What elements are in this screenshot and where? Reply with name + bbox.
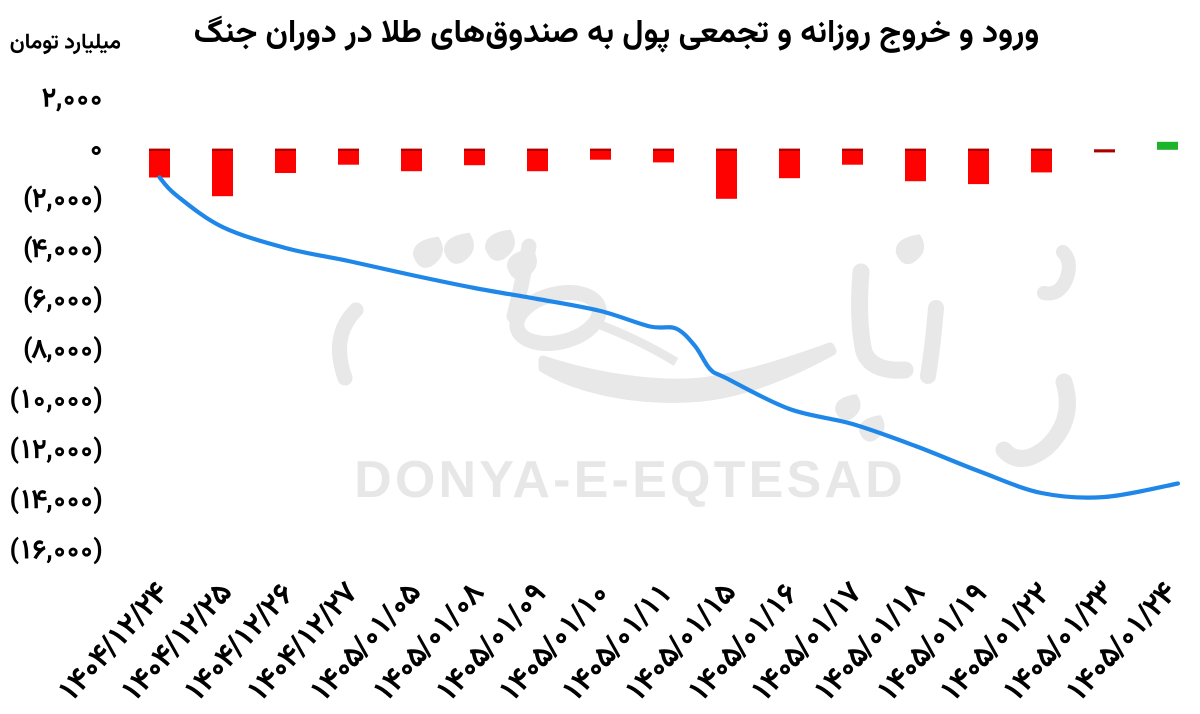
svg-text:DONYA-E-EQTESAD: DONYA-E-EQTESAD (354, 451, 906, 509)
